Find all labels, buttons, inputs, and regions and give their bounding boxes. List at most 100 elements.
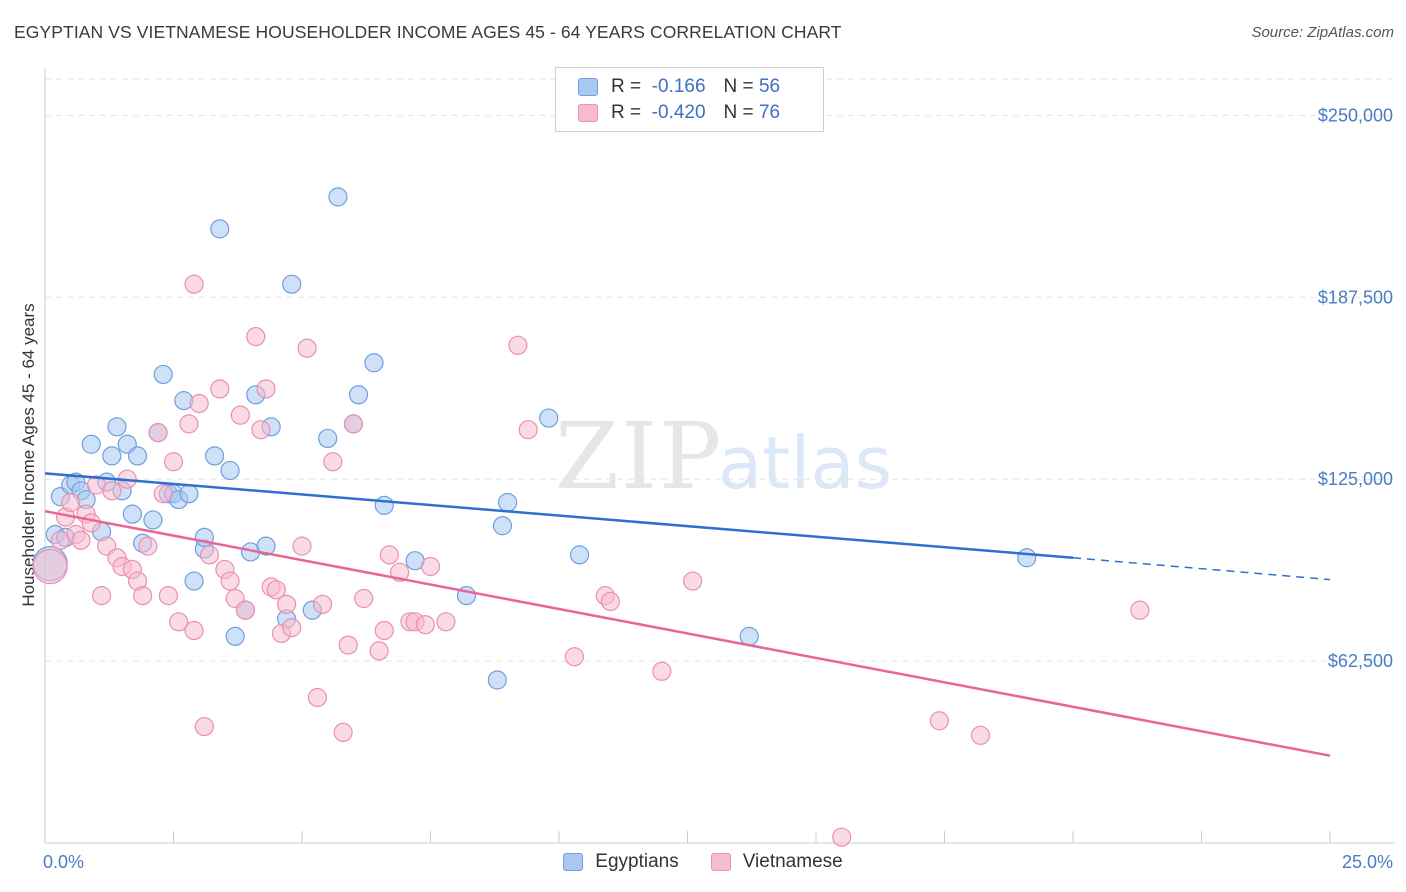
legend-item-egyptians: Egyptians [563,851,679,873]
legend-item-vietnamese: Vietnamese [710,851,843,873]
data-point [564,647,585,667]
legend-row-egyptians: R = -0.166 N = 56 [578,75,780,99]
y-tick-label: $125,000 [1318,469,1393,489]
data-points [32,187,1150,847]
data-point [163,452,184,472]
data-point [292,536,312,556]
data-point [102,446,122,466]
data-point [739,626,759,646]
watermark-atlas: atlas [718,421,892,505]
data-point [169,612,189,632]
legend-n-value: 56 [758,76,781,97]
data-point [323,452,343,472]
y-tick-label: $62,500 [1328,651,1393,671]
legend-label-vietnamese: Vietnamese [742,851,843,872]
data-point [179,414,199,434]
legend-n-label: N = [723,76,754,97]
data-point [420,556,441,577]
legend-swatch-egyptians [563,853,584,871]
data-point [343,414,363,434]
correlation-legend: R = -0.166 N = 56 R = -0.420 N = 76 [555,67,824,132]
data-point [600,591,621,612]
data-point [683,571,703,591]
data-point [179,484,199,504]
source-label: Source: ZipAtlas.com [1251,24,1394,41]
watermark: ZIP atlas [555,403,892,510]
data-point [276,594,297,614]
data-point [266,580,286,600]
data-point [81,434,101,454]
data-point [143,510,163,530]
data-point [569,545,590,565]
data-point [102,481,122,501]
data-point [282,618,302,638]
data-point [184,571,204,591]
data-point [32,548,68,585]
data-point [374,495,394,515]
series-legend: Egyptians Vietnamese [0,851,1406,873]
y-tick-label: $187,500 [1318,287,1393,307]
legend-label-egyptians: Egyptians [595,851,679,872]
data-point [153,364,173,385]
data-point [374,620,394,641]
data-point [153,484,173,504]
chart-title: EGYPTIAN VS VIETNAMESE HOUSEHOLDER INCOM… [14,22,842,42]
data-point [508,335,528,355]
legend-swatch-egyptians [578,78,598,96]
data-point [333,722,353,743]
trend-line-vietnamese [44,509,1331,757]
data-point [246,326,266,347]
data-point [364,353,384,373]
data-point [328,187,348,207]
x-tick-labels: 0.0% 25.0% [43,852,1393,872]
y-tick-label: $250,000 [1318,105,1393,125]
data-point [348,385,369,405]
data-point [379,545,399,565]
data-point [929,711,949,731]
data-point [498,492,518,513]
data-point [256,536,276,556]
x-tick-label: 0.0% [43,852,84,872]
data-point [148,423,168,443]
legend-row-vietnamese: R = -0.420 N = 76 [578,101,780,125]
data-point [282,274,302,294]
data-point [107,417,127,437]
watermark-zip: ZIP [555,403,723,510]
data-point [492,516,513,536]
data-point [487,670,507,690]
data-point [210,219,230,239]
y-axis-label: Householder Income Ages 45 - 64 years [19,303,38,606]
data-point [235,600,256,620]
data-point [832,827,852,847]
data-point [256,379,276,399]
data-point [220,571,240,591]
data-point [312,594,333,614]
data-point [318,428,338,449]
legend-r-label: R = [611,76,642,97]
data-point [133,586,153,606]
legend-r-value: -0.166 [651,76,706,97]
data-point [307,687,328,708]
data-point [189,393,209,414]
data-point [205,446,225,466]
series-vietnamese [32,274,1150,847]
data-point [225,626,245,646]
data-point [354,588,374,609]
data-point [81,513,101,533]
data-point [210,379,230,399]
data-point [652,661,672,681]
trend-line-extension [1072,557,1331,581]
legend-swatch-vietnamese [710,853,731,871]
data-point [199,545,220,565]
data-point [1130,600,1150,620]
data-point [251,420,271,440]
data-point [158,586,178,606]
data-point [1017,548,1037,568]
x-tick-label: 25.0% [1342,852,1393,872]
data-point [127,446,148,466]
axes [44,68,1395,844]
data-point [220,460,240,481]
data-point [194,716,214,737]
data-point [539,408,559,428]
